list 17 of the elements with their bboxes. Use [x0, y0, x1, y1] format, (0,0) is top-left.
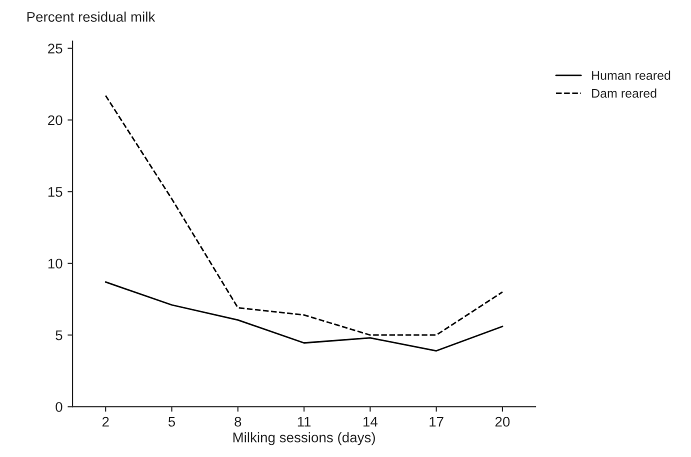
y-tick-label: 10 [48, 258, 62, 269]
x-tick-label: 20 [495, 416, 510, 427]
y-axis-title: Percent residual milk [27, 12, 156, 22]
x-tick-label: 17 [430, 416, 444, 427]
x-tick-label: 2 [102, 416, 109, 427]
y-tick-label: 15 [48, 187, 62, 197]
y-tick-label: 20 [48, 115, 62, 126]
legend-label: Human reared [592, 70, 670, 80]
x-tick-label: 5 [168, 416, 176, 427]
y-tick-label: 25 [48, 44, 62, 54]
x-tick-label: 11 [298, 416, 311, 427]
x-tick-label: 8 [234, 416, 242, 427]
legend-label: Dam reared [592, 88, 656, 98]
y-tick-label: 5 [56, 330, 62, 340]
x-axis-title: Milking sessions (days) [233, 432, 375, 446]
y-tick-label: 0 [56, 402, 62, 412]
x-tick-label: 14 [364, 416, 378, 427]
